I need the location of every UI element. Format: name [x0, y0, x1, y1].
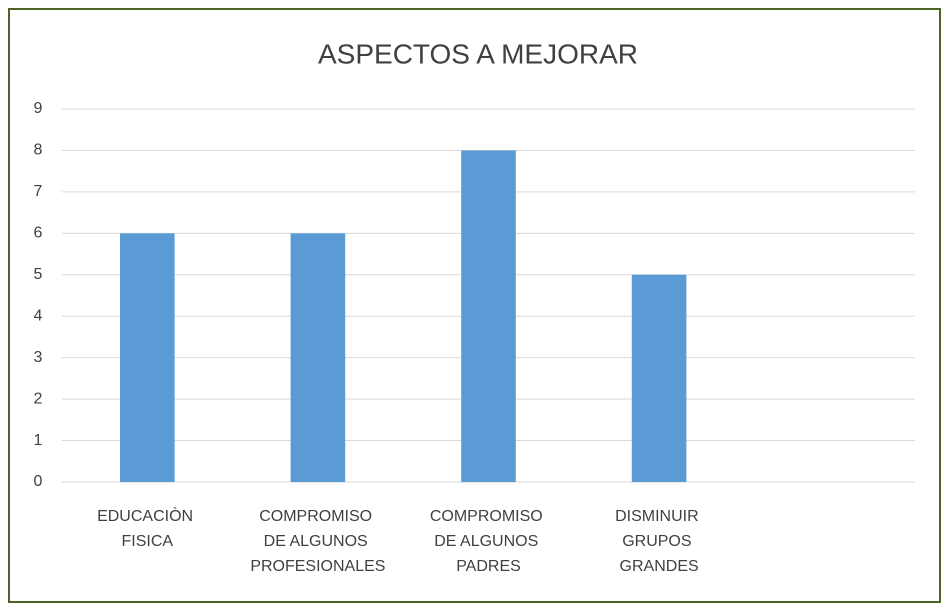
x-tick-label: EDUCACIÒN FISICA — [97, 506, 197, 550]
bar — [631, 274, 687, 482]
y-tick-label: 3 — [34, 349, 43, 366]
bar — [290, 233, 346, 482]
y-tick-label: 7 — [34, 183, 43, 200]
y-tick-label: 0 — [34, 473, 43, 490]
x-tick-label: DISMINUIR GRUPOS GRANDES — [615, 508, 703, 575]
y-tick-label: 1 — [34, 432, 43, 449]
y-tick-label: 6 — [34, 225, 43, 242]
y-tick-label: 9 — [34, 100, 43, 117]
x-tick-label: COMPROMISO DE ALGUNOS PADRES — [430, 508, 547, 575]
x-tick-label: COMPROMISO DE ALGUNOS PROFESIONALES — [250, 508, 385, 575]
chart-title: ASPECTOS A MEJORAR — [318, 38, 638, 69]
y-tick-label: 8 — [34, 142, 43, 159]
bar — [120, 233, 175, 482]
y-tick-label: 5 — [34, 266, 43, 283]
bar — [461, 150, 516, 482]
y-tick-label: 2 — [34, 390, 43, 407]
y-tick-label: 4 — [34, 307, 43, 324]
